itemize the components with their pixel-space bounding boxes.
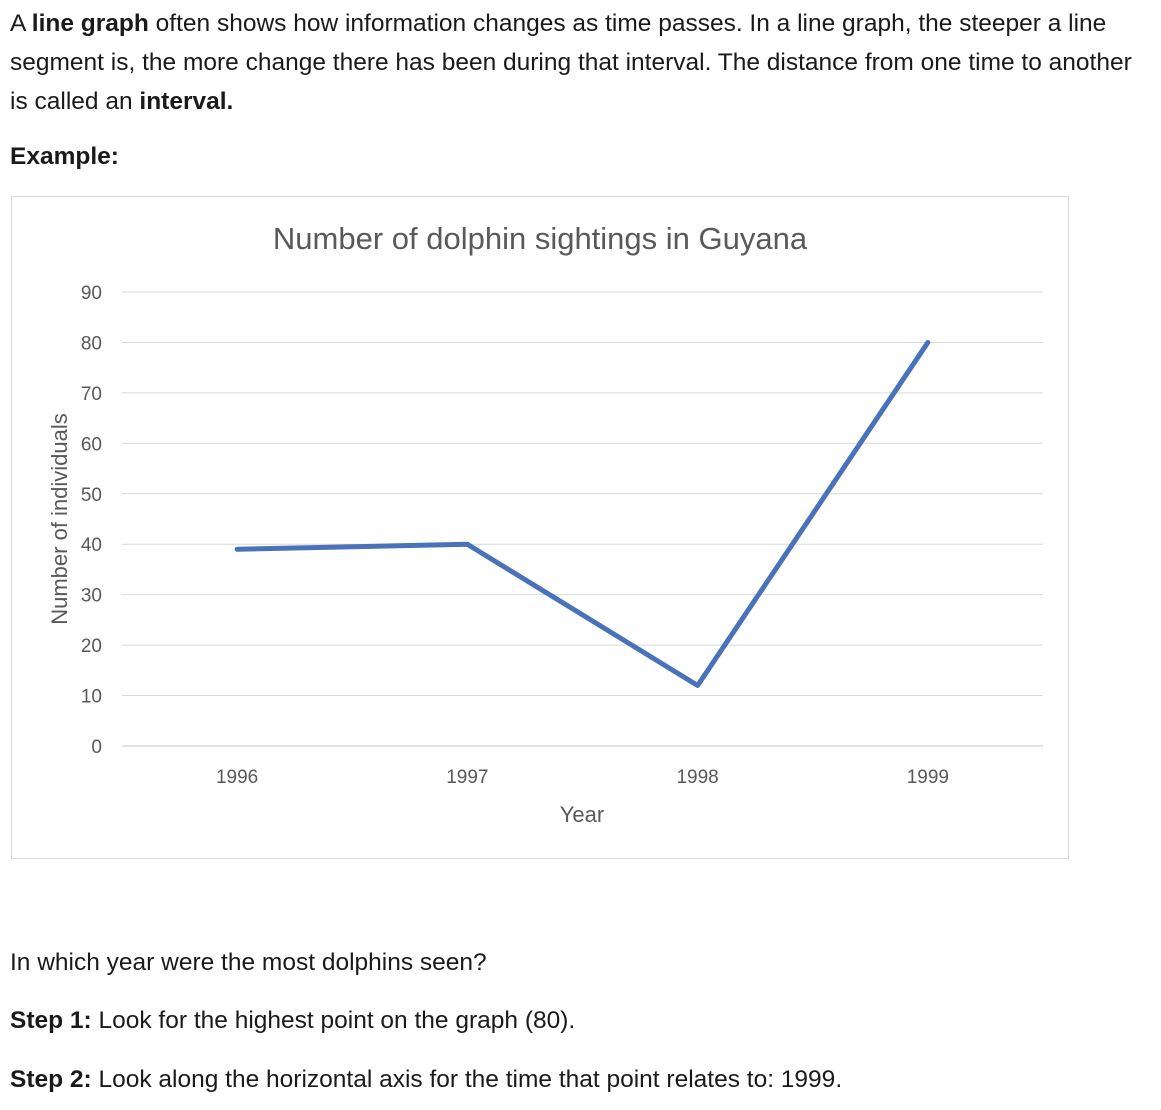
y-tick-label: 50 [81, 485, 102, 506]
y-tick-label: 80 [81, 333, 102, 354]
y-tick-labels: 0 10 20 30 40 50 60 70 80 90 [81, 283, 102, 758]
intro-body: often shows how information changes as t… [10, 10, 1132, 115]
intro-paragraph: A line graph often shows how information… [10, 4, 1155, 121]
gridlines [122, 291, 1043, 747]
step-1: Step 1: Look for the highest point on th… [10, 1001, 575, 1040]
step-2-label: Step 2: [10, 1066, 92, 1093]
line-chart: Number of dolphin sightings in Guyana 0 1… [47, 221, 1043, 827]
y-tick-label: 30 [81, 586, 102, 607]
step-1-text: Look for the highest point on the graph … [91, 1007, 576, 1034]
y-tick-label: 0 [91, 737, 102, 758]
y-tick-label: 70 [81, 384, 102, 405]
step-2-text: Look along the horizontal axis for the t… [91, 1066, 843, 1093]
step-2: Step 2: Look along the horizontal axis f… [10, 1060, 842, 1099]
series-layer [234, 339, 931, 688]
example-heading: Example: [10, 143, 119, 170]
term-line-graph: line graph [31, 10, 149, 37]
y-tick-label: 60 [81, 434, 102, 455]
term-interval: interval. [139, 88, 234, 115]
y-axis-label: Number of individuals [47, 413, 72, 625]
x-tick-label: 1998 [676, 767, 718, 788]
intro-prefix: A [10, 10, 32, 37]
x-axis-label: Year [560, 802, 604, 827]
chart-title: Number of dolphin sightings in Guyana [273, 221, 808, 256]
step-1-label: Step 1: [10, 1007, 92, 1034]
y-tick-label: 40 [81, 535, 102, 556]
y-tick-label: 20 [81, 636, 102, 657]
y-tick-label: 10 [81, 687, 102, 708]
series-line [234, 339, 931, 688]
x-tick-label: 1996 [216, 767, 258, 788]
chart-frame: Number of dolphin sightings in Guyana 0 1… [11, 196, 1069, 859]
y-tick-label: 90 [81, 283, 102, 304]
x-tick-labels: 1996 1997 1998 1999 [216, 767, 949, 788]
x-tick-label: 1999 [907, 767, 949, 788]
x-tick-label: 1997 [446, 767, 488, 788]
question-text: In which year were the most dolphins see… [10, 949, 487, 976]
